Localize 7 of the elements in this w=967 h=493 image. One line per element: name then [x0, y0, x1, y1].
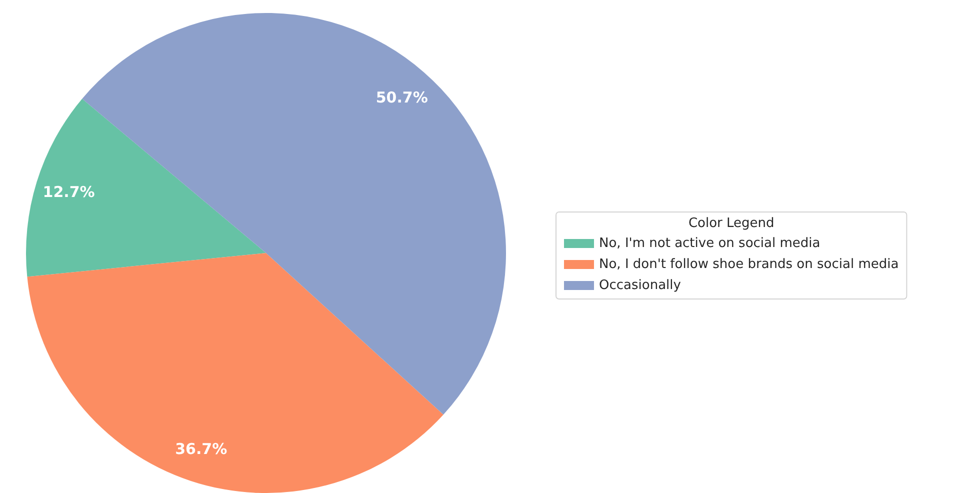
data-label: 12.7% [42, 183, 95, 202]
data-label: 50.7% [376, 88, 428, 107]
legend-label: Occasionally [599, 278, 682, 293]
legend-title: Color Legend [688, 216, 774, 231]
legend-label: No, I don't follow shoe brands on social media [599, 257, 899, 272]
data-label: 36.7% [175, 440, 228, 458]
legend-label: No, I'm not active on social media [599, 236, 820, 251]
